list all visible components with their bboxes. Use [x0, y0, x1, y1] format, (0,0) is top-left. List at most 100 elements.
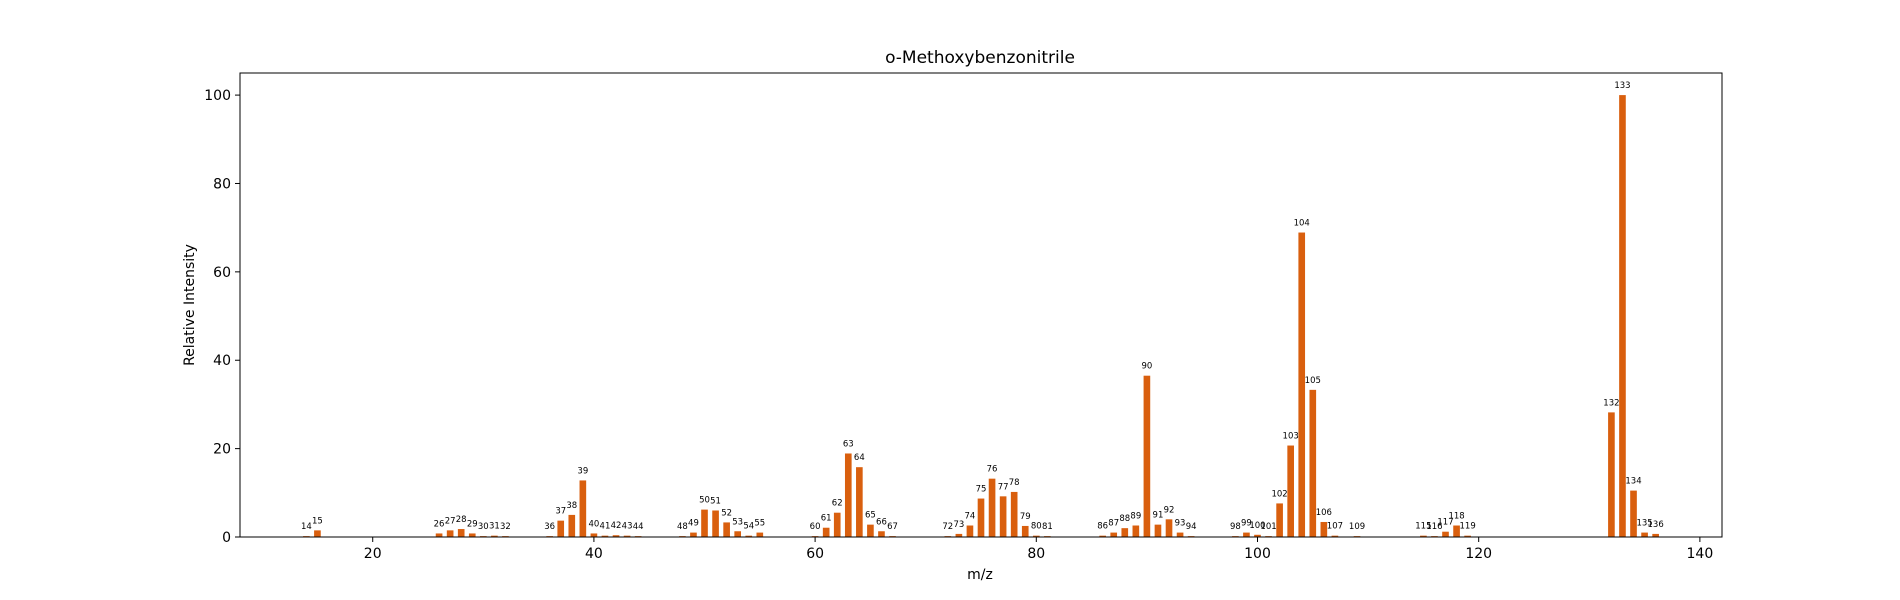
peak-label-86: 86	[1097, 522, 1108, 532]
peak-label-32: 32	[500, 522, 511, 532]
peak-label-72: 72	[942, 522, 953, 532]
peak-label-50: 50	[699, 496, 710, 506]
peak-bar-53	[734, 531, 742, 537]
peak-bar-63	[844, 453, 852, 537]
peak-label-101: 101	[1260, 522, 1276, 532]
peak-bar-134	[1630, 490, 1637, 537]
peak-label-78: 78	[1009, 478, 1020, 488]
peak-bar-43	[623, 535, 631, 537]
peak-bar-66	[878, 531, 885, 537]
x-tick-label-140: 140	[1687, 546, 1714, 562]
peak-label-90: 90	[1141, 362, 1152, 372]
peak-label-92: 92	[1164, 505, 1175, 515]
peak-bar-75	[977, 498, 985, 537]
x-tick-label-80: 80	[1027, 546, 1045, 562]
y-tick-label-40: 40	[213, 353, 231, 369]
peak-label-109: 109	[1349, 522, 1365, 532]
peak-label-44: 44	[633, 522, 644, 532]
peak-label-64: 64	[854, 453, 865, 463]
peak-bar-86	[1099, 535, 1106, 537]
y-tick-label-0: 0	[222, 530, 231, 546]
chart-title: o-Methoxybenzonitrile	[885, 48, 1075, 68]
peak-label-119: 119	[1460, 522, 1476, 532]
peak-label-67: 67	[887, 522, 898, 532]
peak-label-117: 117	[1437, 518, 1453, 528]
peak-label-37: 37	[555, 507, 566, 517]
peak-label-42: 42	[611, 521, 622, 531]
peak-label-106: 106	[1316, 508, 1332, 518]
peak-bar-28	[457, 529, 465, 537]
peak-bar-52	[723, 522, 730, 537]
peak-label-65: 65	[865, 511, 876, 521]
peak-bar-37	[557, 520, 565, 537]
peak-bar-61	[822, 527, 830, 537]
x-tick-label-100: 100	[1244, 546, 1271, 562]
peak-bar-41	[601, 535, 609, 537]
peak-label-60: 60	[810, 522, 821, 532]
peak-label-63: 63	[843, 439, 854, 449]
peak-label-132: 132	[1603, 398, 1619, 408]
peak-label-38: 38	[566, 501, 577, 511]
peak-label-105: 105	[1305, 376, 1321, 386]
peak-label-135: 135	[1636, 519, 1652, 529]
peak-bar-89	[1132, 525, 1140, 537]
peak-bar-80	[1032, 535, 1040, 537]
peak-label-40: 40	[588, 519, 599, 529]
peak-label-107: 107	[1327, 522, 1343, 532]
x-tick-label-120: 120	[1465, 546, 1492, 562]
peak-bar-90	[1143, 375, 1151, 537]
x-tick-label-40: 40	[585, 546, 603, 562]
x-axis: 20 40 60 80 100 120 140	[364, 537, 1713, 562]
peak-label-62: 62	[832, 499, 843, 509]
peak-bar-117	[1442, 531, 1449, 537]
peak-bar-62	[833, 512, 841, 537]
peak-bar-38	[568, 514, 576, 537]
peak-bar-29	[468, 533, 476, 537]
peak-label-93: 93	[1175, 519, 1186, 529]
peak-bar-91	[1154, 524, 1162, 537]
peak-bar-115	[1420, 535, 1427, 537]
peak-bar-40	[590, 533, 598, 537]
peak-label-134: 134	[1625, 477, 1641, 487]
peak-bar-103	[1287, 445, 1294, 537]
peak-bar-73	[955, 533, 963, 537]
peak-label-53: 53	[732, 517, 743, 527]
y-tick-label-60: 60	[213, 265, 231, 281]
peak-label-76: 76	[987, 465, 998, 475]
peak-label-77: 77	[998, 482, 1009, 492]
peak-label-118: 118	[1448, 512, 1464, 522]
peak-bar-31	[491, 535, 498, 537]
peak-label-89: 89	[1130, 512, 1141, 522]
peak-label-94: 94	[1186, 522, 1197, 532]
peak-label-15: 15	[312, 516, 323, 526]
peak-bar-119	[1464, 535, 1471, 537]
peak-bar-100	[1254, 534, 1261, 537]
plot-frame	[239, 72, 1723, 538]
peak-label-74: 74	[965, 512, 976, 522]
y-tick-label-80: 80	[213, 176, 231, 192]
peak-bar-106	[1320, 521, 1328, 537]
peak-bar-26	[435, 533, 443, 537]
peak-label-31: 31	[489, 522, 500, 532]
peak-bar-92	[1165, 519, 1173, 537]
peak-label-88: 88	[1119, 514, 1130, 524]
peak-bar-133	[1619, 95, 1626, 537]
peak-label-104: 104	[1294, 219, 1310, 229]
peak-bar-107	[1331, 535, 1339, 537]
peak-label-115: 115	[1415, 522, 1431, 532]
peak-bar-135	[1641, 532, 1648, 537]
y-axis-title: Relative Intensity	[182, 244, 198, 366]
peak-label-51: 51	[710, 496, 721, 506]
peak-bar-51	[712, 510, 719, 537]
y-tick-label-100: 100	[204, 88, 231, 104]
x-axis-title: m/z	[967, 567, 993, 583]
y-axis: 0 20 40 60 80 100	[204, 88, 240, 546]
peak-label-52: 52	[721, 508, 732, 518]
peak-label-66: 66	[876, 517, 887, 527]
peak-label-103: 103	[1283, 432, 1299, 442]
peak-label-91: 91	[1153, 511, 1164, 521]
peak-label-55: 55	[754, 519, 765, 529]
